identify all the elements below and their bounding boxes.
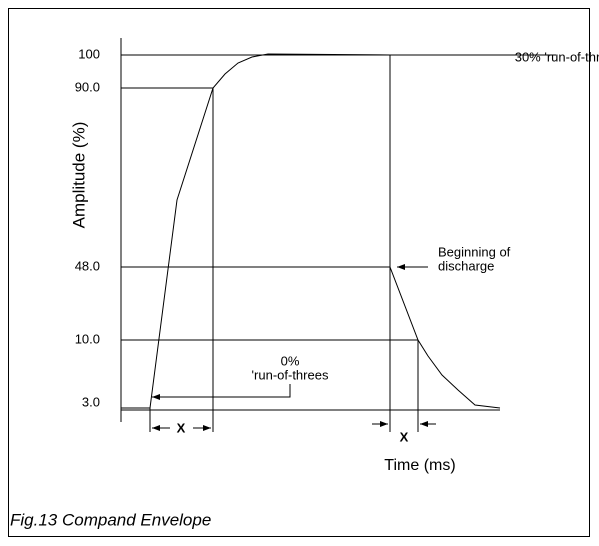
y-axis-label: Amplitude (%)	[69, 122, 88, 229]
interval-label: X	[400, 429, 409, 444]
annotation: discharge	[438, 258, 494, 273]
x-axis-label: Time (ms)	[384, 457, 455, 474]
arrow	[152, 384, 291, 400]
caption: Fig.13 Compand Envelope	[10, 510, 211, 529]
annotation: 0%	[281, 353, 300, 368]
envelope-curve	[149, 53, 501, 409]
frame	[8, 8, 590, 537]
annotation: 30% 'run-of-threes	[515, 49, 599, 64]
annotation: 'run-of-threes	[252, 367, 329, 382]
level-label: 48.0	[75, 258, 100, 273]
interval-label: X	[177, 420, 186, 435]
level-label: 100	[78, 46, 100, 61]
annotation: Beginning of	[438, 244, 511, 259]
level-label: 10.0	[75, 331, 100, 346]
level-label: 90.0	[75, 79, 100, 94]
level-label: 3.0	[82, 394, 100, 409]
